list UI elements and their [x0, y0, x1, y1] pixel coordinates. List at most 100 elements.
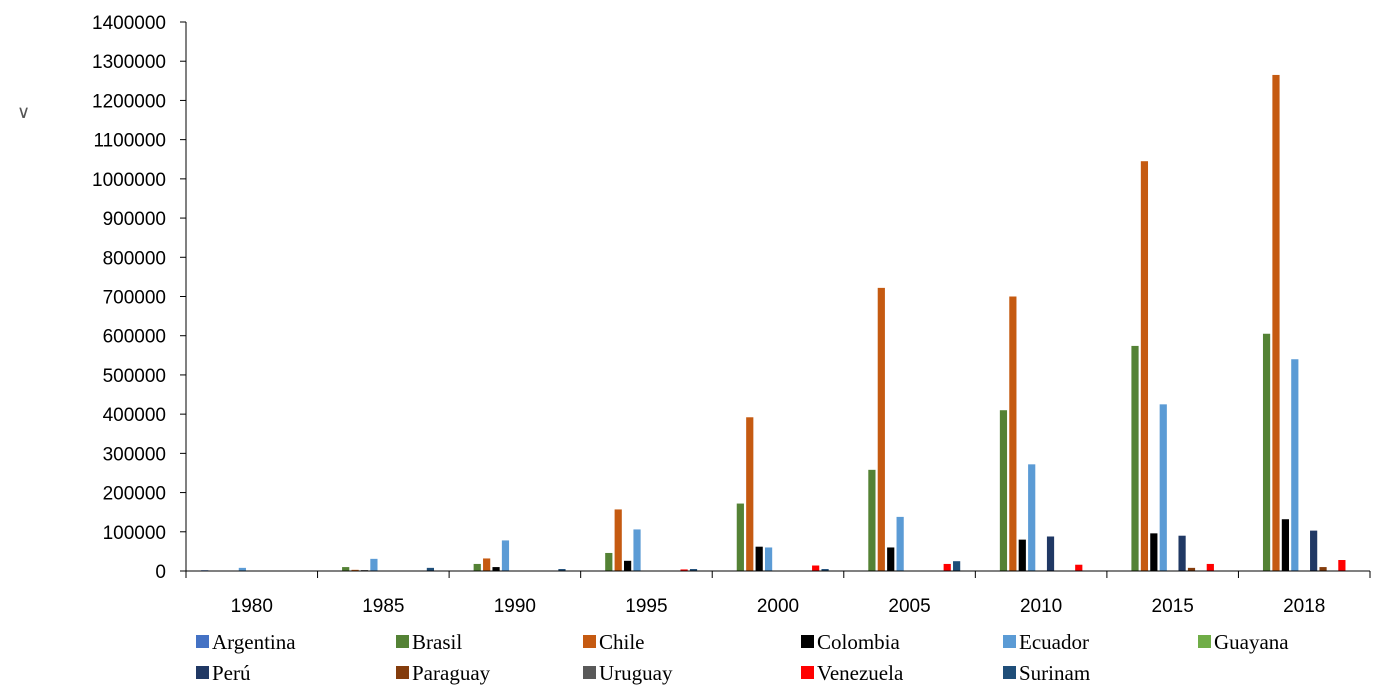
bar-colombia-1990 — [492, 567, 500, 571]
bar-ecuador-2015 — [1159, 404, 1167, 571]
bar-brasil-2018 — [1262, 333, 1271, 571]
legend-item-uruguay: Uruguay — [583, 661, 673, 685]
bar-brasil-1985 — [342, 567, 350, 571]
legend-item-surinam: Surinam — [1003, 661, 1090, 685]
y-tick-label: 600000 — [103, 327, 166, 348]
x-tick-label: 2005 — [888, 596, 930, 617]
bar-surinam-2000 — [821, 569, 829, 571]
bar-ecuador-1985 — [370, 558, 378, 571]
y-tick-label: 1000000 — [92, 170, 166, 191]
legend-swatch — [196, 635, 209, 648]
x-tick-label: 1980 — [231, 596, 273, 617]
bar-brasil-2010 — [999, 410, 1008, 571]
legend-swatch — [583, 666, 596, 679]
legend-label: Guayana — [1214, 630, 1289, 654]
bar-chile-2015 — [1140, 161, 1149, 572]
bar-colombia-2010 — [1018, 539, 1026, 571]
legend-swatch — [801, 635, 814, 648]
y-tick-label: 500000 — [103, 366, 166, 387]
legend-label: Paraguay — [412, 661, 491, 685]
y-tick-label: 200000 — [103, 484, 166, 505]
legend-swatch — [1003, 635, 1016, 648]
x-tick-label: 1985 — [362, 596, 404, 617]
bar-chile-1990 — [483, 558, 491, 571]
y-tick-label: 1300000 — [92, 52, 166, 73]
bar-brasil-1990 — [473, 563, 481, 571]
legend-item-argentina: Argentina — [196, 630, 296, 654]
y-tick-label: 0 — [155, 562, 166, 583]
bar-ecuador-1990 — [501, 540, 510, 571]
bar-perú-2018 — [1310, 530, 1318, 571]
bar-perú-2010 — [1046, 536, 1055, 571]
bar-colombia-2015 — [1150, 533, 1158, 571]
legend-item-brasil: Brasil — [396, 630, 462, 654]
bar-chile-2010 — [1009, 296, 1017, 571]
bar-surinam-2005 — [953, 561, 961, 571]
y-tick-label: 1200000 — [92, 91, 166, 112]
bar-surinam-1990 — [558, 569, 566, 571]
bar-colombia-1995 — [624, 560, 632, 571]
y-tick-label: 900000 — [103, 209, 166, 230]
legend-swatch — [396, 635, 409, 648]
x-tick-label: 1990 — [494, 596, 536, 617]
x-tick-label: 2015 — [1152, 596, 1194, 617]
bar-chile-2000 — [746, 417, 754, 571]
legend-swatch — [396, 666, 409, 679]
legend-item-chile: Chile — [583, 630, 645, 654]
bar-venezuela-2010 — [1075, 564, 1083, 571]
bar-venezuela-2000 — [812, 565, 820, 571]
bar-venezuela-1995 — [680, 569, 688, 571]
legend-swatch — [801, 666, 814, 679]
bar-ecuador-1980 — [238, 567, 246, 571]
legend-swatch — [196, 666, 209, 679]
legend-label: Perú — [212, 661, 251, 685]
legend-item-paraguay: Paraguay — [396, 661, 491, 685]
x-tick-label: 2000 — [757, 596, 799, 617]
x-tick-label: 2018 — [1283, 596, 1325, 617]
bar-chile-2005 — [877, 287, 885, 571]
legend-label: Ecuador — [1019, 630, 1089, 654]
bar-venezuela-2015 — [1206, 563, 1214, 571]
bar-colombia-2005 — [887, 547, 895, 571]
x-tick-label: 1995 — [625, 596, 667, 617]
y-tick-label: 1400000 — [92, 13, 166, 34]
bar-brasil-1995 — [605, 552, 613, 571]
legend-label: Chile — [599, 630, 645, 654]
bars-layer — [201, 74, 1355, 572]
bar-ecuador-2000 — [764, 547, 773, 571]
y-tick-label: 300000 — [103, 444, 166, 465]
legend-item-guayana: Guayana — [1198, 630, 1289, 654]
legend-label: Argentina — [212, 630, 296, 654]
bar-colombia-2018 — [1281, 519, 1289, 571]
legend-item-ecuador: Ecuador — [1003, 630, 1089, 654]
y-tick-label: 800000 — [103, 248, 166, 269]
bar-surinam-1995 — [689, 569, 698, 571]
legend-item-perú: Perú — [196, 661, 251, 685]
legend-swatch — [583, 635, 596, 648]
bar-brasil-2005 — [868, 469, 876, 571]
bar-chile-1985 — [351, 569, 359, 571]
y-tick-label: 400000 — [103, 405, 166, 426]
y-axis-label: ∨ — [17, 102, 30, 123]
bar-paraguay-2018 — [1319, 567, 1327, 571]
bar-surinam-1985 — [426, 567, 435, 571]
legend: Argentina Brasil Chile Colombia Ecuador Guaya… — [196, 630, 1289, 685]
bar-colombia-2000 — [755, 546, 763, 571]
y-tick-label: 1100000 — [93, 131, 166, 152]
bar-venezuela-2018 — [1338, 560, 1346, 571]
axes-layer: 0 100000 200000 300000 400000 500000 600000 700… — [92, 13, 1371, 617]
y-tick-label: 100000 — [103, 523, 166, 544]
bar-chile-2018 — [1272, 74, 1280, 572]
legend-swatch — [1198, 635, 1211, 648]
bar-perú-2015 — [1178, 535, 1186, 571]
bar-ecuador-1995 — [633, 529, 641, 571]
legend-label: Uruguay — [599, 661, 673, 685]
legend-item-colombia: Colombia — [801, 630, 901, 654]
legend-label: Venezuela — [817, 661, 904, 685]
x-tick-label: 2010 — [1020, 596, 1062, 617]
bar-venezuela-2005 — [943, 563, 951, 571]
bar-brasil-2000 — [736, 503, 744, 571]
legend-label: Brasil — [412, 630, 462, 654]
bar-chile-1995 — [614, 509, 622, 571]
bar-ecuador-2010 — [1028, 464, 1036, 571]
